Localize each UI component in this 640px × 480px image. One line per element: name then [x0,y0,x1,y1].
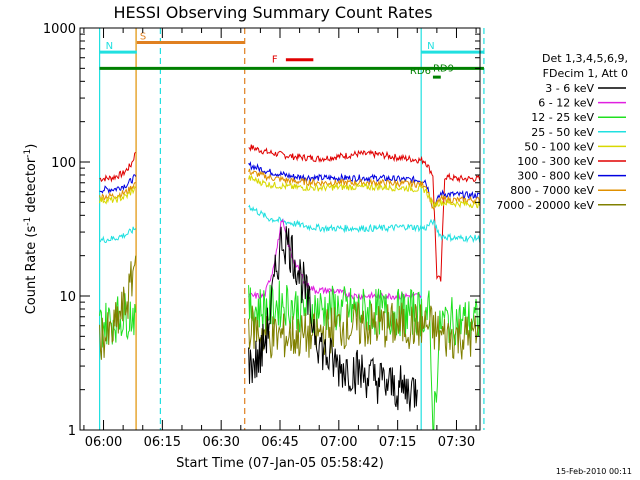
x-tick-label: 07:00 [320,435,357,450]
series-line [248,204,480,244]
y-axis-label-sup2: -1 [23,149,33,158]
legend-entry-label: 800 - 7000 keV [510,184,594,197]
legend-title-1: Det 1,3,4,5,6,9, [542,52,628,65]
y-axis-label-end: ) [24,144,39,149]
y-axis-label-mid: detector [24,157,39,217]
series-line [248,301,480,360]
series-line [248,280,480,430]
series-line [99,182,136,202]
x-tick-label: 06:30 [202,435,239,450]
x-tick-label: 07:15 [379,435,416,450]
y-tick-label: 100 [51,156,76,171]
flag-label: RD6 [410,66,431,77]
series-line [248,161,480,209]
series-line [99,151,136,183]
series-line [99,255,137,360]
x-axis-label: Start Time (07-Jan-05 05:58:42) [176,456,384,471]
chart-title: HESSI Observing Summary Count Rates [113,3,432,22]
x-tick-label: 06:15 [144,435,181,450]
legend: Det 1,3,4,5,6,9, FDecim 1, Att 0 3 - 6 keV… [496,52,628,212]
legend-entry-label: 3 - 6 keV [545,82,594,95]
y-tick-label: 10 [59,290,76,305]
series-line [99,185,137,205]
y-axis-label-sup: -1 [23,217,33,226]
series-line [99,293,137,348]
y-axis-label: Count Rate (s-1 detector-1) [23,144,39,315]
legend-entry-label: 100 - 300 keV [517,155,594,168]
series-line [99,226,137,244]
series-line [248,218,422,301]
flag-label: N [427,41,434,52]
flag-label: S [140,31,146,42]
x-tick-label: 06:00 [85,435,122,450]
x-tick-label: 06:45 [261,435,298,450]
y-axis-label-base: Count Rate (s [24,226,39,315]
legend-entry-label: 50 - 100 keV [524,140,594,153]
footer-date: 15-Feb-2010 00:11 [556,467,632,476]
legend-entry-label: 300 - 800 keV [517,170,594,183]
x-tick-label: 07:30 [438,435,475,450]
flag-label: F [272,55,278,66]
y-tick-label: 1 [68,424,76,439]
legend-title-2: FDecim 1, Att 0 [543,67,628,80]
legend-entry-label: 12 - 25 keV [531,111,594,124]
legend-entry-label: 7000 - 20000 keV [496,199,594,212]
series-line [248,226,418,412]
series-line [99,174,137,194]
flag-label: N [106,41,113,52]
legend-entry-label: 6 - 12 keV [538,97,594,110]
y-tick-label: 1000 [43,22,76,37]
series-line [248,174,480,209]
flag-label: RD9 [433,63,454,74]
legend-entry-label: 25 - 50 keV [531,126,594,139]
series-line [248,144,480,282]
